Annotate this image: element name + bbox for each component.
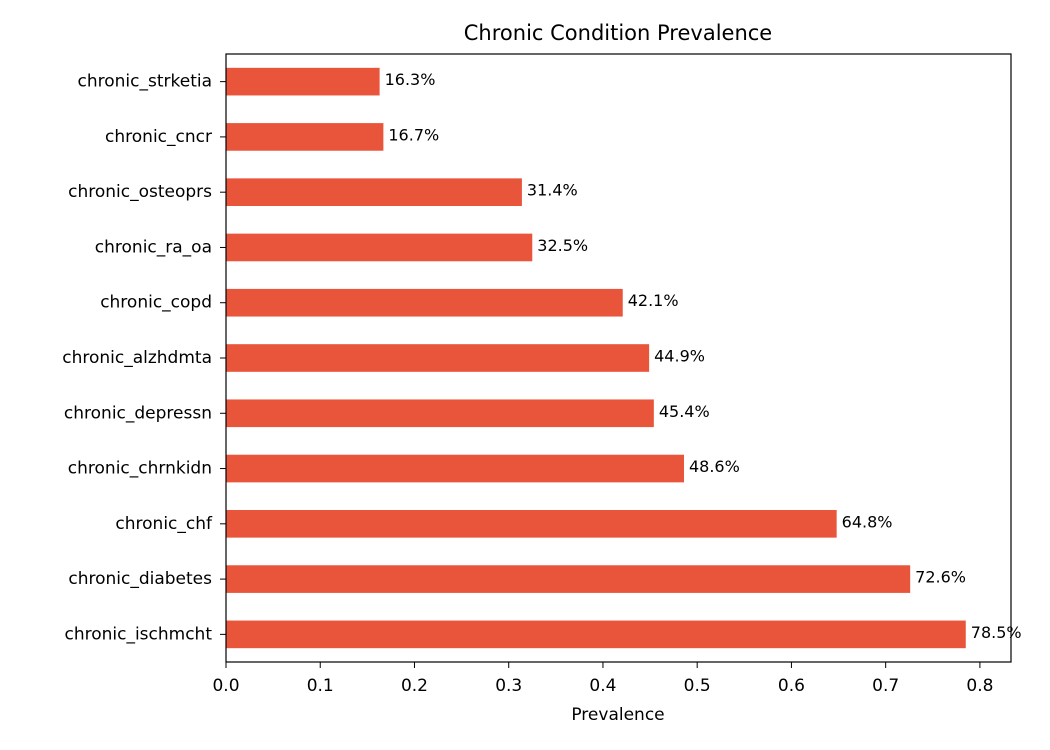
value-label: 44.9% <box>654 347 705 366</box>
bar <box>226 123 384 151</box>
bar <box>226 288 623 317</box>
bar <box>226 178 522 206</box>
bar <box>226 67 380 96</box>
y-tick-label: chronic_depressn <box>64 403 212 423</box>
y-tick-label: chronic_ischmcht <box>64 624 212 644</box>
y-tick-label: chronic_chf <box>115 514 213 534</box>
value-label: 45.4% <box>659 402 710 421</box>
plot-frame <box>225 53 1012 663</box>
bar <box>226 344 650 372</box>
value-label: 72.6% <box>915 568 966 587</box>
value-label: 42.1% <box>628 291 679 310</box>
value-label: 16.3% <box>385 70 436 89</box>
x-tick-label: 0.2 <box>401 676 428 696</box>
bar <box>226 510 837 538</box>
value-label: 64.8% <box>842 512 893 531</box>
bar <box>226 620 966 649</box>
x-tick-label: 0.0 <box>212 676 239 696</box>
y-tick-label: chronic_cncr <box>105 127 212 147</box>
x-tick-label: 0.6 <box>778 676 805 696</box>
value-label: 48.6% <box>689 457 740 476</box>
value-label: 16.7% <box>388 125 439 144</box>
y-tick-label: chronic_strketia <box>78 72 213 92</box>
y-tick-label: chronic_alzhdmta <box>62 348 212 368</box>
bar <box>226 454 684 483</box>
bar <box>226 565 911 593</box>
y-tick-label: chronic_osteoprs <box>68 182 212 202</box>
x-tick-label: 0.8 <box>966 676 993 696</box>
y-tick-label: chronic_diabetes <box>68 569 212 589</box>
value-label: 32.5% <box>537 236 588 255</box>
bar <box>226 399 654 428</box>
x-axis-label: Prevalence <box>571 705 664 725</box>
x-tick-label: 0.5 <box>684 676 711 696</box>
x-tick-label: 0.1 <box>307 676 334 696</box>
value-label: 31.4% <box>527 181 578 200</box>
x-tick-label: 0.4 <box>589 676 616 696</box>
y-tick-label: chronic_copd <box>100 293 212 313</box>
chart-title: Chronic Condition Prevalence <box>464 21 772 45</box>
x-tick-label: 0.7 <box>872 676 899 696</box>
value-label: 78.5% <box>971 623 1022 642</box>
x-tick-label: 0.3 <box>495 676 522 696</box>
y-tick-label: chronic_chrnkidn <box>68 459 212 479</box>
y-tick-label: chronic_ra_oa <box>95 237 212 257</box>
bar <box>226 233 533 262</box>
